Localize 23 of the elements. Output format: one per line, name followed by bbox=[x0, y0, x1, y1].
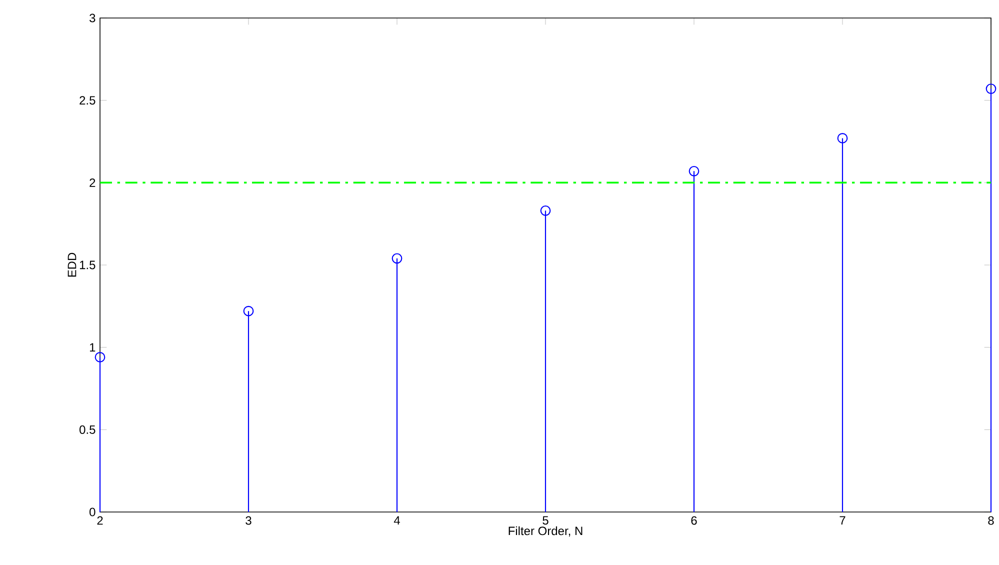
x-tick-label: 4 bbox=[394, 516, 400, 525]
x-tick-label: 8 bbox=[988, 516, 994, 525]
x-axis-title: Filter Order, N bbox=[508, 526, 582, 537]
point bbox=[392, 253, 402, 264]
y-axis-title: EDD bbox=[68, 252, 76, 277]
point bbox=[688, 166, 700, 176]
y-tick-label: 3 bbox=[90, 14, 96, 22]
y-tick-label: 0 bbox=[90, 508, 96, 516]
x-tick-label: 6 bbox=[691, 516, 697, 525]
y-tick-label: 2.5 bbox=[80, 96, 96, 105]
point bbox=[986, 84, 996, 94]
y-tick-label: 2 bbox=[90, 178, 96, 187]
y-tick-label: 1 bbox=[90, 343, 96, 352]
point bbox=[837, 133, 848, 144]
y-tick-label: 0.5 bbox=[80, 425, 96, 434]
x-tick-label: 7 bbox=[840, 516, 846, 525]
x-tick-label: 3 bbox=[246, 516, 252, 525]
point bbox=[243, 306, 254, 316]
x-tick-label: 5 bbox=[542, 516, 548, 525]
point bbox=[94, 352, 106, 362]
x-tick-label: 2 bbox=[97, 516, 103, 525]
point bbox=[540, 205, 551, 216]
y-tick-label: 1.5 bbox=[80, 260, 96, 270]
